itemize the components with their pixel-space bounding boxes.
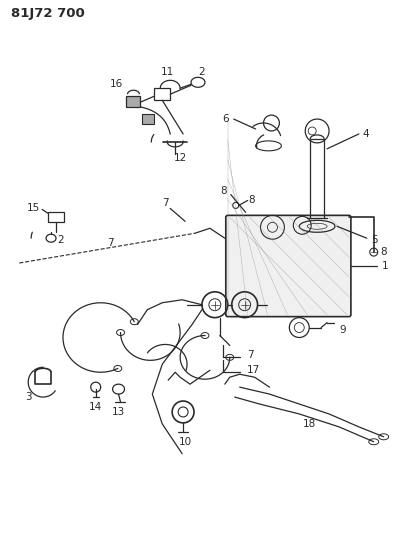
Text: 11: 11 — [161, 67, 174, 77]
Text: 13: 13 — [112, 407, 125, 417]
Text: 4: 4 — [363, 129, 369, 139]
Text: 2: 2 — [58, 235, 64, 245]
Text: 7: 7 — [107, 238, 114, 248]
Text: 7: 7 — [162, 198, 169, 208]
Text: 6: 6 — [222, 114, 229, 124]
Text: 8: 8 — [381, 247, 387, 257]
Text: 7: 7 — [247, 350, 253, 360]
Text: 81J72 700: 81J72 700 — [11, 7, 85, 20]
Text: 8: 8 — [248, 196, 255, 205]
Text: 18: 18 — [303, 419, 316, 429]
Bar — [127, 96, 140, 107]
Bar — [48, 212, 64, 222]
Text: 2: 2 — [198, 67, 205, 77]
Text: 15: 15 — [27, 204, 40, 213]
Text: 1: 1 — [382, 261, 388, 271]
Text: 12: 12 — [173, 153, 187, 163]
Text: 16: 16 — [110, 79, 123, 90]
Text: 8: 8 — [220, 185, 227, 196]
FancyBboxPatch shape — [226, 215, 351, 317]
Text: 10: 10 — [178, 437, 192, 447]
Text: 3: 3 — [25, 392, 31, 402]
Text: 17: 17 — [247, 365, 260, 375]
Bar — [154, 88, 170, 100]
Text: 14: 14 — [89, 402, 102, 412]
Text: 9: 9 — [339, 325, 345, 335]
Bar — [142, 114, 154, 124]
Text: 5: 5 — [371, 235, 377, 245]
